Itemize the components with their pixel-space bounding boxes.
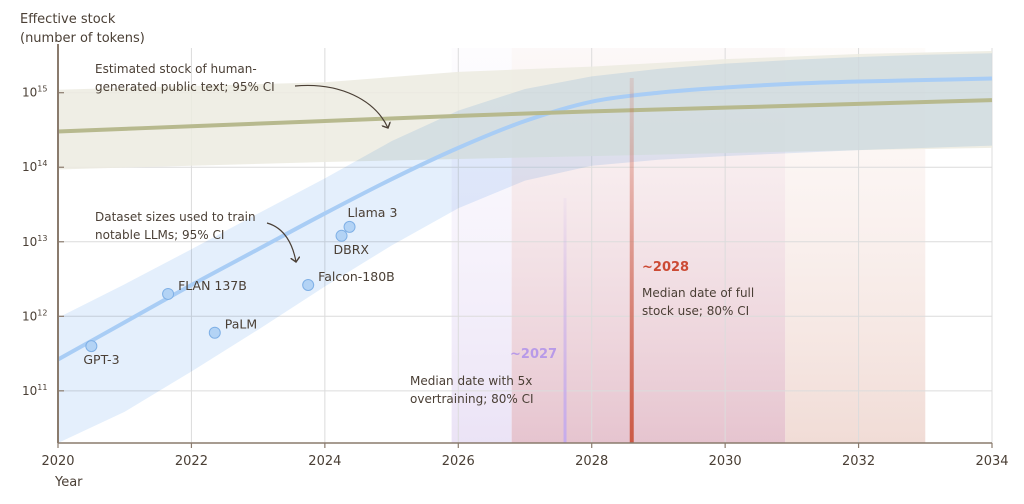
dataset-size-line (57, 76, 993, 362)
x-tick-label-2030: 2030 (709, 454, 742, 469)
y-tick-label-11: 1011 (22, 383, 47, 398)
overtraining-median-line (563, 198, 567, 443)
annotation-datasets-line-1: Dataset sizes used to train (95, 210, 256, 224)
point-label-falcon-180b: Falcon-180B (318, 269, 395, 284)
data-point-gpt-3 (85, 340, 98, 353)
x-tick-label-2026: 2026 (442, 454, 475, 469)
annotation-overtrain-line-1: Median date with 5x (410, 374, 532, 388)
data-point-palm (208, 326, 221, 339)
data-point-flan-137b (162, 287, 175, 300)
x-tick-label-2028: 2028 (575, 454, 608, 469)
point-label-llama-3: Llama 3 (348, 205, 398, 220)
stock-annotation-arrow (294, 84, 388, 128)
x-tick-label-2034: 2034 (975, 454, 1008, 469)
full-stock-median-label: ~2028 (642, 260, 689, 275)
x-tick-label-2032: 2032 (842, 454, 875, 469)
x-tick-label-2020: 2020 (41, 454, 74, 469)
x-tick-label-2022: 2022 (175, 454, 208, 469)
annotation-datasets-line-2: notable LLMs; 95% CI (95, 228, 224, 242)
annotation-overtrain-line-2: overtraining; 80% CI (410, 392, 534, 406)
y-tick-label-13: 1013 (22, 234, 47, 249)
point-label-gpt-3: GPT-3 (83, 352, 119, 367)
overtraining-median-label: ~2027 (510, 347, 557, 362)
annotation-fullstock-line-2: stock use; 80% CI (642, 304, 749, 318)
dataset-annotation-arrow (266, 222, 296, 262)
annotation-stock-line-2: generated public text; 95% CI (95, 80, 275, 94)
annotation-stock-line-1: Estimated stock of human- (95, 62, 257, 76)
y-tick-label-12: 1012 (22, 308, 47, 323)
point-label-flan-137b: FLAN 137B (178, 278, 247, 293)
point-label-dbrx: DBRX (334, 242, 370, 257)
y-axis-title-line-2: (number of tokens) (20, 31, 145, 46)
dataset-ci-band (58, 53, 992, 443)
data-point-dbrx (335, 229, 348, 242)
point-label-palm: PaLM (225, 317, 257, 332)
data-point-falcon-180b (302, 279, 315, 291)
x-axis-title: Year (55, 475, 83, 490)
data-point-llama-3 (343, 220, 356, 233)
annotation-fullstock-line-1: Median date of full (642, 286, 754, 300)
y-tick-label-14: 1014 (22, 159, 47, 174)
x-tick-label-2024: 2024 (308, 454, 341, 469)
full-stock-median-line (629, 78, 634, 443)
y-tick-label-15: 1015 (22, 85, 47, 100)
y-axis-title: Effective stock (number of tokens) (20, 10, 145, 48)
stock-line (57, 98, 993, 134)
y-axis-title-line-1: Effective stock (20, 12, 116, 27)
